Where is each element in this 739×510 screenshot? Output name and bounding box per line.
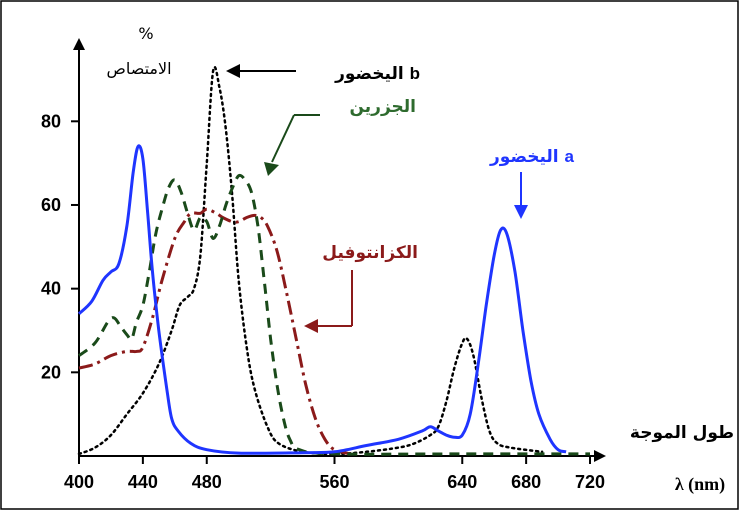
annotation-xanthophyll-label: الكزانتوفيل [322,243,418,263]
annotation-xanthophyll-arrowhead [304,319,318,333]
axis-ticks: 400 440 480 560 640 680 720 20 40 60 80 [41,111,605,492]
series-chlorophyll-a [77,144,567,455]
x-tick-label: 720 [575,472,605,492]
y-tick-label: 40 [41,279,61,299]
annotation-chlorophyll-b-text: اليخضور [334,64,404,84]
x-axis-title: طول الموجة [630,423,734,443]
annotation-carotene-arrowhead [264,162,279,176]
x-tick-label: 480 [192,472,222,492]
annotation-chlorophyll-a-text: اليخضور [489,147,559,167]
annotation-chlorophyll-b-suffix: b [410,64,420,83]
annotation-xanthophyll: الكزانتوفيل [304,243,418,333]
y-axis-arrow [73,38,85,50]
annotation-chlorophyll-a-label: اليخضور a [489,147,575,167]
x-axis-arrow [594,450,606,462]
x-tick-label: 560 [319,472,349,492]
x-tick-label: 680 [511,472,541,492]
series-layer [77,65,590,456]
annotation-carotene-label: الجزرين [349,97,416,117]
annotation-chlorophyll-b-arrowhead [226,64,240,78]
x-axis-unit: λ (nm) [675,474,725,495]
y-tick-label: 60 [41,195,61,215]
annotation-carotene: الجزرين [264,97,416,176]
y-axis-title: الامتصاص [106,59,171,79]
annotation-chlorophyll-a-arrowhead [514,205,528,219]
y-tick-label: 80 [41,111,61,131]
x-tick-label: 400 [64,472,94,492]
annotation-carotene-line-d [271,114,295,163]
x-tick-label: 640 [447,472,477,492]
y-axis-symbol: % [138,24,153,43]
annotation-chlorophyll-b: اليخضور b [226,64,420,84]
series-carotene [78,173,590,456]
y-tick-label: 20 [41,362,61,382]
annotation-chlorophyll-a-suffix: a [565,147,575,166]
annotation-chlorophyll-a: اليخضور a [489,147,575,219]
series-chlorophyll-b [77,65,544,456]
x-tick-label: 440 [128,472,158,492]
annotation-chlorophyll-b-label: اليخضور b [334,64,420,84]
